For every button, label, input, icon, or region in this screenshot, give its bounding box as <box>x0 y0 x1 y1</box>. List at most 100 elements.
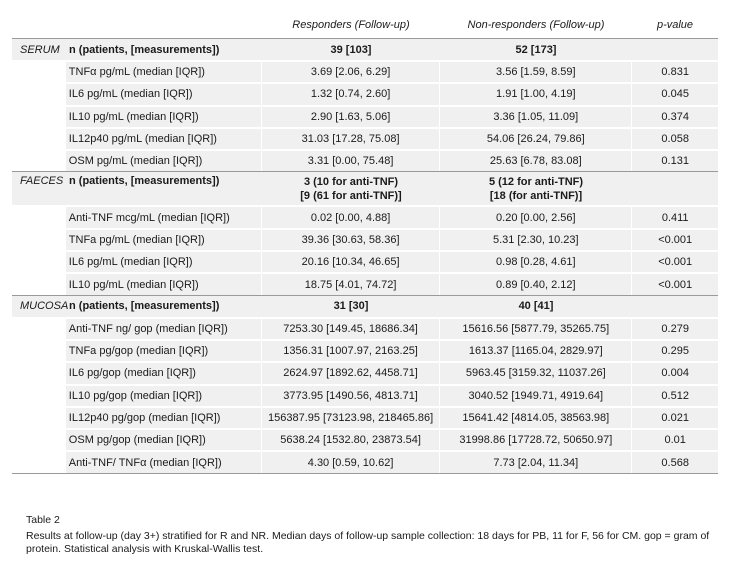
row-non-responders-value: 1613.37 [1165.04, 2829.97] <box>439 340 632 362</box>
row-label: IL10 pg/gop (median [IQR]) <box>65 385 261 406</box>
row-label: TNFa pg/mL (median [IQR]) <box>65 229 261 251</box>
row-p-value: 0.411 <box>631 207 718 228</box>
n-non-responders-line: 40 [41] <box>518 300 554 313</box>
row-label: IL10 pg/mL (median [IQR]) <box>65 274 261 295</box>
row-label: IL6 pg/gop (median [IQR]) <box>65 363 261 384</box>
n-responders-line: 31 [30] <box>333 300 369 313</box>
row-non-responders-value: 54.06 [26.24, 79.86] <box>439 128 632 150</box>
row-responders-value: 4.30 [0.59, 10.62] <box>260 452 440 473</box>
table-row: IL6 pg/mL (median [IQR]) 1.32 [0.74, 2.60… <box>12 82 718 105</box>
n-non-responders: 52 [173] <box>440 44 632 56</box>
row-responders-value: 3.69 [2.06, 6.29] <box>260 62 440 83</box>
table-row: IL12p40 pg/mL (median [IQR]) 31.03 [17.28… <box>12 126 718 150</box>
row-responders-value: 156387.95 [73123.98, 218465.86] <box>260 407 440 429</box>
caption-text: Results at follow-up (day 3+) stratified… <box>26 529 710 556</box>
table-row: IL10 pg/mL (median [IQR]) 18.75 [4.01, 74… <box>12 272 718 295</box>
row-responders-value: 7253.30 [149.45, 18686.34] <box>260 318 440 339</box>
row-p-value: 0.568 <box>631 452 718 473</box>
results-table: Responders (Follow-up) Non-responders (F… <box>12 12 718 474</box>
table-row: IL12p40 pg/gop (median [IQR]) 156387.95 [… <box>12 405 718 429</box>
row-non-responders-value: 3.56 [1.59, 8.59] <box>439 62 632 83</box>
table-bottom-rule <box>12 472 718 474</box>
group-header-row: FAECES n (patients, [measurements]) 3 (10 … <box>12 171 718 206</box>
row-p-value: 0.01 <box>631 430 718 451</box>
n-label: n (patients, [measurements]) <box>69 43 220 56</box>
n-non-responders: 40 [41] <box>440 300 632 312</box>
row-non-responders-value: 0.20 [0.00, 2.56] <box>439 207 632 228</box>
row-label: OSM pg/mL (median [IQR]) <box>65 151 261 172</box>
n-responders: 31 [30] <box>262 300 440 312</box>
row-label: IL12p40 pg/gop (median [IQR]) <box>65 407 261 429</box>
row-label: OSM pg/gop (median [IQR]) <box>65 430 261 451</box>
row-non-responders-value: 25.63 [6.78, 83.08] <box>439 151 632 172</box>
row-p-value: 0.512 <box>631 385 718 406</box>
row-responders-value: 2.90 [1.63, 5.06] <box>260 106 440 127</box>
n-responders: 3 (10 for anti-TNF) [9 (61 for anti-TNF)] <box>262 175 440 203</box>
row-responders-value: 5638.24 [1532.80, 23873.54] <box>260 430 440 451</box>
row-responders-value: 3.31 [0.00, 75.48] <box>260 151 440 172</box>
n-non-responders-line: [18 (for anti-TNF)] <box>489 189 583 202</box>
n-non-responders-line: 52 [173] <box>515 43 557 56</box>
row-label: TNFα pg/mL (median [IQR]) <box>65 62 261 83</box>
row-responders-value: 1.32 [0.74, 2.60] <box>260 84 440 105</box>
row-p-value: 0.374 <box>631 106 718 127</box>
row-non-responders-value: 31998.86 [17728.72, 50650.97] <box>439 430 632 451</box>
row-label: IL12p40 pg/mL (median [IQR]) <box>65 128 261 150</box>
table-header-row: Responders (Follow-up) Non-responders (F… <box>12 12 718 38</box>
table-row: Anti-TNF ng/ gop (median [IQR]) 7253.30 [… <box>12 316 718 339</box>
row-non-responders-value: 5963.45 [3159.32, 11037.26] <box>439 363 632 384</box>
row-responders-value: 18.75 [4.01, 74.72] <box>260 274 440 295</box>
n-responders: 39 [103] <box>262 44 440 56</box>
header-responders: Responders (Follow-up) <box>292 19 410 31</box>
row-p-value: 0.831 <box>631 62 718 83</box>
row-p-value: 0.045 <box>631 84 718 105</box>
row-non-responders-value: 3.36 [1.05, 11.09] <box>439 106 632 127</box>
n-non-responders: 5 (12 for anti-TNF) [18 (for anti-TNF)] <box>440 175 632 203</box>
row-p-value: 0.058 <box>631 128 718 150</box>
n-responders-line: 39 [103] <box>330 43 372 56</box>
table-row: TNFa pg/mL (median [IQR]) 39.36 [30.63, 5… <box>12 227 718 251</box>
table-row: IL6 pg/mL (median [IQR]) 20.16 [10.34, 46… <box>12 250 718 273</box>
row-label: IL6 pg/mL (median [IQR]) <box>65 252 261 273</box>
header-non-responders: Non-responders (Follow-up) <box>467 19 605 31</box>
row-non-responders-value: 15616.56 [5877.79, 35265.75] <box>439 318 632 339</box>
row-responders-value: 3773.95 [1490.56, 4813.71] <box>260 385 440 406</box>
group-header-row: SERUM n (patients, [measurements]) 39 [103… <box>12 38 718 60</box>
group-name: FAECES <box>20 175 64 188</box>
table-row: TNFα pg/mL (median [IQR]) 3.69 [2.06, 6.2… <box>12 60 718 83</box>
row-label: IL6 pg/mL (median [IQR]) <box>65 84 261 105</box>
table-body: SERUM n (patients, [measurements]) 39 [103… <box>12 38 718 473</box>
group-name: MUCOSA <box>20 300 69 313</box>
table-row: Anti-TNF/ TNFα (median [IQR]) 4.30 [0.59,… <box>12 450 718 473</box>
row-p-value: 0.021 <box>631 407 718 429</box>
row-non-responders-value: 5.31 [2.30, 10.23] <box>439 229 632 251</box>
row-p-value: <0.001 <box>631 229 718 251</box>
caption-title: Table 2 <box>26 514 60 526</box>
row-label: TNFa pg/gop (median [IQR]) <box>65 340 261 362</box>
row-responders-value: 0.02 [0.00, 4.88] <box>260 207 440 228</box>
group-header-row: MUCOSA n (patients, [measurements]) 31 [30… <box>12 294 718 317</box>
row-responders-value: 1356.31 [1007.97, 2163.25] <box>260 340 440 362</box>
row-responders-value: 2624.97 [1892.62, 4458.71] <box>260 363 440 384</box>
table-row: OSM pg/mL (median [IQR]) 3.31 [0.00, 75.4… <box>12 149 718 172</box>
n-responders-line: [9 (61 for anti-TNF)] <box>300 189 402 202</box>
row-non-responders-value: 0.89 [0.40, 2.12] <box>439 274 632 295</box>
row-non-responders-value: 1.91 [1.00, 4.19] <box>439 84 632 105</box>
n-non-responders-line: 5 (12 for anti-TNF) <box>488 175 584 188</box>
header-p-value: p-value <box>656 19 694 31</box>
group-name: SERUM <box>20 43 60 56</box>
table-row: Anti-TNF mcg/mL (median [IQR]) 0.02 [0.00… <box>12 205 718 228</box>
row-non-responders-value: 7.73 [2.04, 11.34] <box>439 452 632 473</box>
row-responders-value: 31.03 [17.28, 75.08] <box>260 128 440 150</box>
row-p-value: 0.279 <box>631 318 718 339</box>
row-label: Anti-TNF/ TNFα (median [IQR]) <box>65 452 261 473</box>
row-non-responders-value: 3040.52 [1949.71, 4919.64] <box>439 385 632 406</box>
n-label: n (patients, [measurements]) <box>69 175 220 188</box>
n-label: n (patients, [measurements]) <box>69 300 220 313</box>
row-responders-value: 39.36 [30.63, 58.36] <box>260 229 440 251</box>
table-row: IL10 pg/gop (median [IQR]) 3773.95 [1490.… <box>12 383 718 406</box>
row-p-value: <0.001 <box>631 252 718 273</box>
row-p-value: 0.295 <box>631 340 718 362</box>
row-non-responders-value: 0.98 [0.28, 4.61] <box>439 252 632 273</box>
n-responders-line: 3 (10 for anti-TNF) <box>303 175 399 188</box>
